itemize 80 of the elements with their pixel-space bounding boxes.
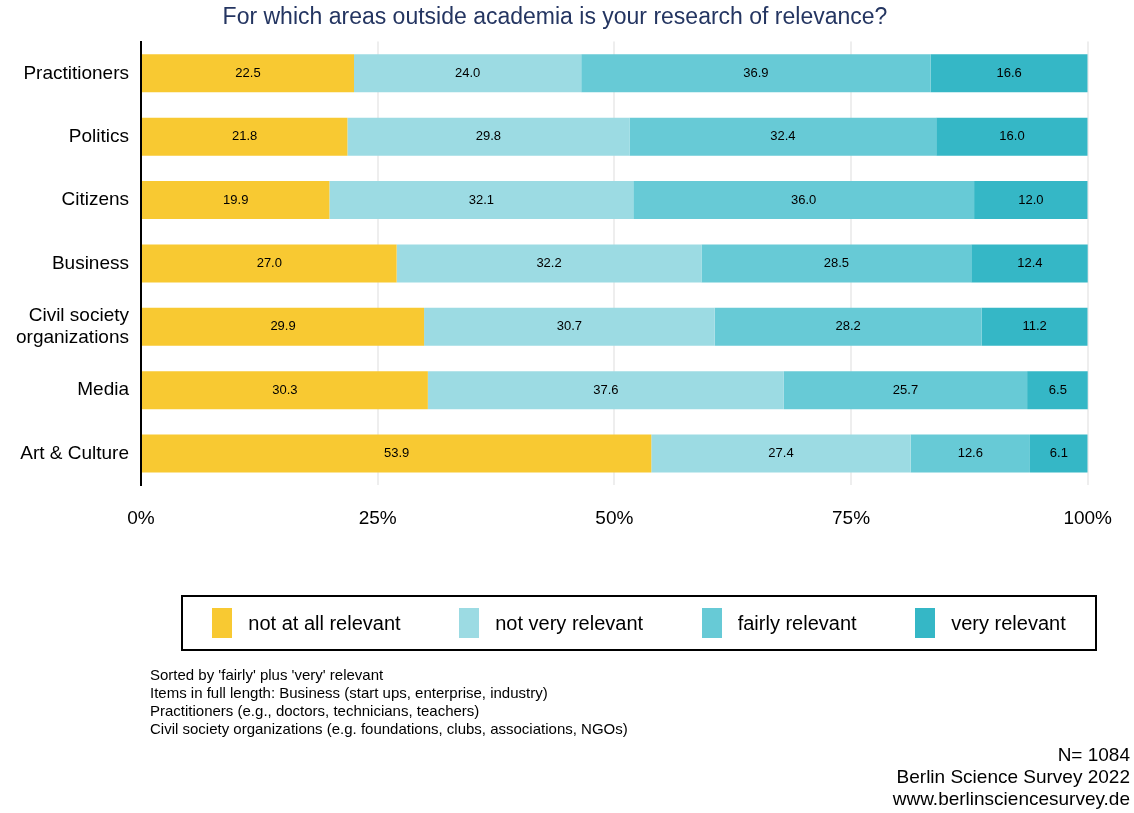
bar	[142, 181, 330, 220]
bar	[629, 117, 937, 156]
bar	[1029, 434, 1088, 473]
bar	[1027, 371, 1088, 410]
data-label: 24.0	[454, 64, 481, 80]
x-tick-label: 0%	[127, 506, 155, 528]
data-label: 28.2	[835, 318, 861, 334]
y-tick-label: Civil society organizations	[15, 303, 130, 348]
legend-label: not at all relevant	[248, 611, 401, 635]
bar	[936, 117, 1088, 156]
bar	[142, 117, 348, 156]
text: Practitioners (e.g., doctors, technicians, teachers)	[150, 702, 481, 720]
bar	[427, 371, 784, 410]
data-label: 12.4	[1017, 254, 1043, 270]
y-tick-label: Media	[77, 378, 130, 400]
bar	[981, 307, 1088, 346]
data-label: 12.6	[957, 445, 983, 461]
bar	[396, 244, 702, 283]
data-label: 30.7	[556, 318, 583, 334]
bar	[930, 54, 1088, 93]
bar	[714, 307, 982, 346]
bar	[142, 54, 355, 93]
data-label: 36.0	[791, 191, 817, 207]
x-tick-label: 50%	[595, 506, 634, 528]
legend-label: fairly relevant	[737, 611, 857, 635]
data-label: 32.4	[770, 128, 796, 144]
text: Sorted by 'fairly' plus 'very' relevant	[150, 666, 385, 684]
data-label: 53.9	[383, 445, 410, 461]
text: Berlin Science Survey 2022	[895, 766, 1130, 788]
y-tick-label: Art & Culture	[20, 441, 130, 463]
bar	[971, 244, 1088, 283]
bar	[651, 434, 911, 473]
y-tick-label: Practitioners	[23, 61, 130, 83]
bar	[347, 117, 630, 156]
bar	[142, 434, 652, 473]
data-label: 12.0	[1018, 191, 1044, 207]
data-label: 6.1	[1049, 445, 1068, 461]
data-label: 37.6	[593, 381, 619, 397]
data-label: 16.6	[996, 64, 1022, 80]
data-label: 27.4	[768, 445, 794, 461]
data-label: 29.8	[475, 128, 502, 144]
bar	[142, 371, 428, 410]
text: Civil society organizations (e.g. foundations, clubs, associations, NGOs)	[150, 720, 628, 738]
data-label: 29.9	[270, 318, 296, 334]
data-label: 36.9	[743, 64, 769, 80]
data-label: 21.8	[232, 128, 258, 144]
data-label: 28.5	[823, 254, 850, 270]
data-label: 32.1	[468, 191, 495, 207]
data-label: 27.0	[256, 254, 282, 270]
text: www.berlinsciencesurvey.de	[892, 788, 1130, 810]
x-tick-label: 25%	[358, 506, 397, 528]
data-label: 32.2	[536, 254, 562, 270]
text: N= 1084	[1056, 744, 1130, 766]
data-label: 19.9	[223, 191, 249, 207]
x-tick-label: 100%	[1063, 506, 1113, 528]
data-label: 6.5	[1048, 381, 1067, 397]
bar	[329, 181, 634, 220]
bar	[581, 54, 931, 93]
chart-title: For which areas outside academia is your research of relevance?	[222, 3, 888, 30]
data-label: 16.0	[999, 128, 1025, 144]
text: Items in full length: Business (start ups, enterprise, industry)	[150, 684, 549, 702]
bar	[974, 181, 1088, 220]
y-tick-label: Politics	[68, 124, 130, 146]
data-label: 25.7	[892, 381, 919, 397]
bar	[142, 307, 425, 346]
x-tick-label: 75%	[832, 506, 871, 528]
bar	[633, 181, 975, 220]
bar	[701, 244, 972, 283]
legend-label: not very relevant	[495, 611, 644, 635]
data-label: 11.2	[1022, 318, 1047, 334]
data-label: 30.3	[272, 381, 298, 397]
y-tick-label: Business	[51, 251, 130, 273]
y-tick-label: Citizens	[61, 188, 130, 210]
bar	[910, 434, 1030, 473]
bar	[142, 244, 397, 283]
data-label: 22.5	[235, 64, 261, 80]
bar	[354, 54, 582, 93]
legend-label: very relevant	[951, 611, 1066, 635]
bar	[783, 371, 1028, 410]
bar	[424, 307, 715, 346]
